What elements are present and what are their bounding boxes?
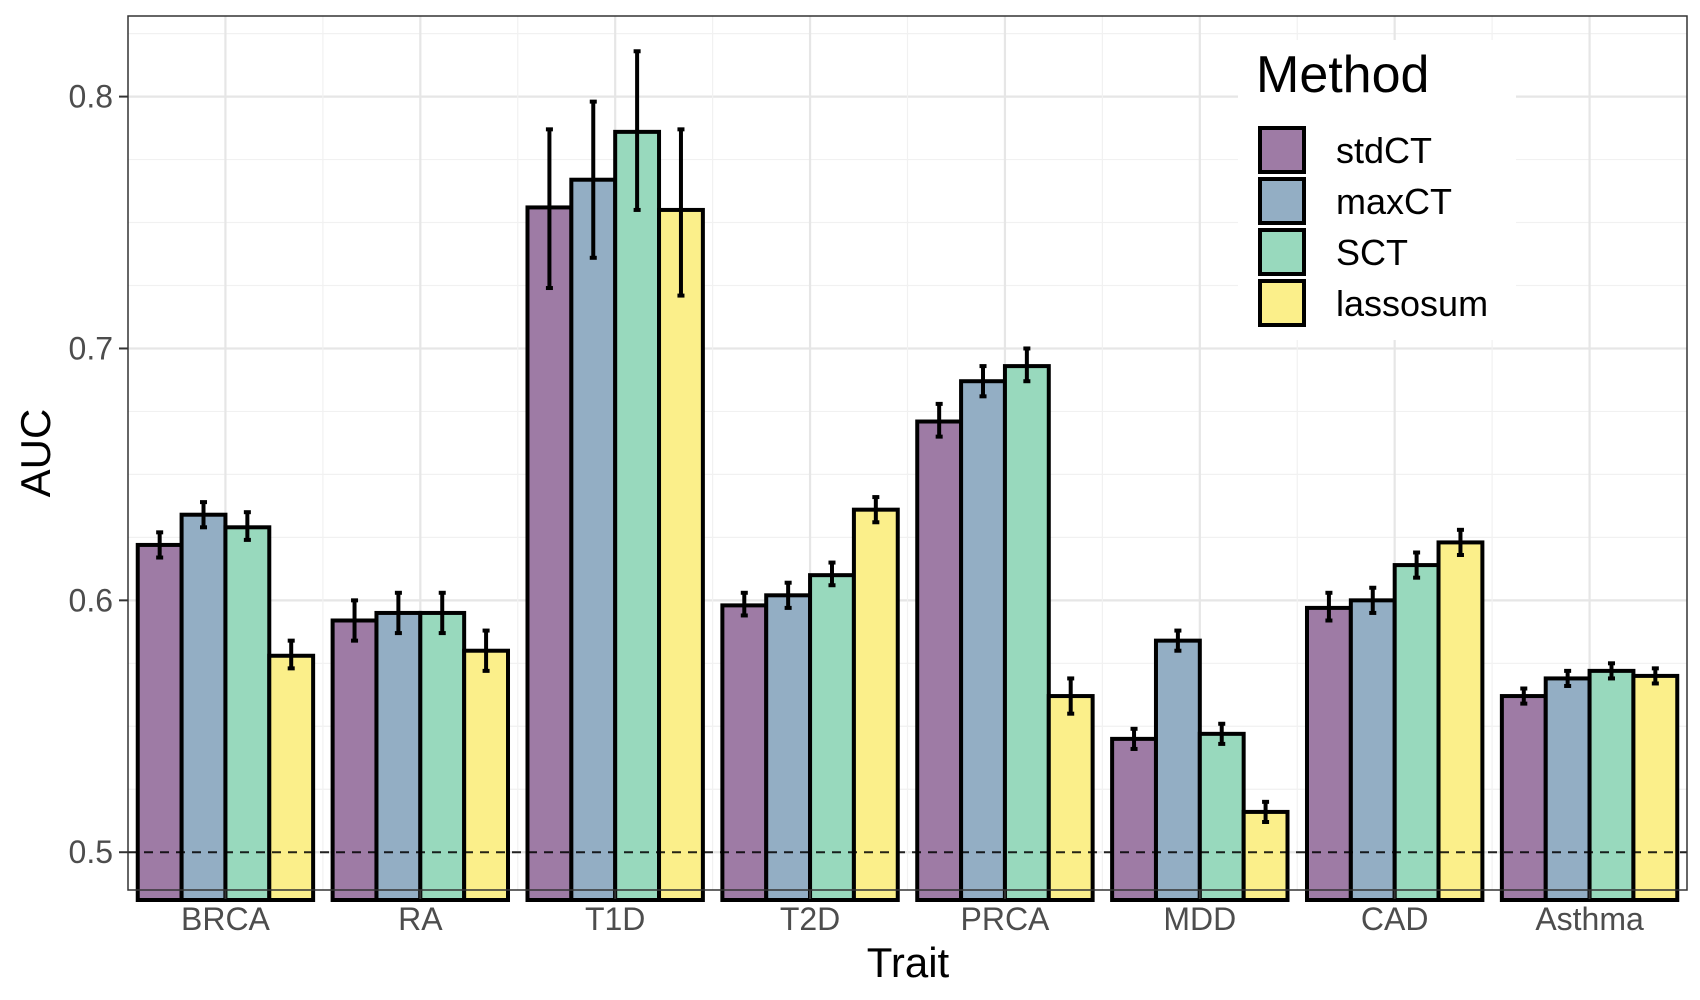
error-bar-stdct-brca <box>156 530 164 560</box>
error-bar-stdct-ra <box>351 598 359 643</box>
x-tick-label-asthma: Asthma <box>1535 901 1644 937</box>
x-tick-label-brca: BRCA <box>181 901 271 937</box>
error-bar-sct-asthma <box>1607 661 1615 681</box>
bar-lassosum-prca <box>1046 694 1095 902</box>
legend-label-maxct: maxCT <box>1336 181 1452 222</box>
bar-stdct-mdd <box>1110 736 1158 903</box>
error-bar-sct-brca <box>243 510 251 542</box>
error-bar-lassosum-t2d <box>872 495 880 525</box>
error-bar-stdct-t1d <box>545 127 553 291</box>
bar-maxct-cad <box>1348 598 1397 902</box>
bar-maxct-prca <box>959 379 1007 902</box>
error-bar-stdct-asthma <box>1520 686 1528 706</box>
legend-key-lassosum <box>1258 279 1306 327</box>
error-bar-sct-t2d <box>828 560 836 588</box>
x-tick-label-prca: PRCA <box>960 901 1050 937</box>
y-axis-title: AUC <box>12 409 59 498</box>
error-bar-maxct-ra <box>394 590 402 636</box>
x-tick-label-cad: CAD <box>1361 901 1429 937</box>
bar-lassosum-mdd <box>1241 809 1290 902</box>
x-tick-label-t2d: T2D <box>780 901 840 937</box>
bar-sct-t2d <box>808 573 856 902</box>
bar-lassosum-t1d <box>657 207 705 902</box>
error-bar-lassosum-asthma <box>1651 666 1659 686</box>
bar-sct-asthma <box>1587 668 1636 902</box>
bar-lassosum-asthma <box>1631 673 1680 902</box>
bar-lassosum-t2d <box>851 507 900 902</box>
bar-sct-mdd <box>1197 731 1246 902</box>
x-tick-label-ra: RA <box>398 901 443 937</box>
y-tick-label: 0.6 <box>69 582 113 618</box>
error-bar-stdct-mdd <box>1130 726 1138 751</box>
bar-sct-ra <box>418 610 467 902</box>
legend-key-maxct <box>1258 177 1306 225</box>
x-tick-label-mdd: MDD <box>1163 901 1236 937</box>
bar-maxct-mdd <box>1153 638 1202 902</box>
bar-lassosum-ra <box>462 648 511 902</box>
bar-maxct-asthma <box>1543 676 1592 902</box>
bar-sct-prca <box>1002 364 1051 902</box>
legend-label-sct: SCT <box>1336 232 1408 273</box>
error-bar-sct-prca <box>1023 346 1031 384</box>
error-bar-stdct-cad <box>1325 590 1333 623</box>
bar-maxct-brca <box>179 512 228 902</box>
y-tick-label: 0.8 <box>69 79 113 115</box>
error-bar-sct-t1d <box>633 49 641 212</box>
error-bars <box>156 49 1659 824</box>
bar-maxct-t1d <box>569 177 618 902</box>
error-bar-maxct-brca <box>200 500 208 530</box>
bar-maxct-ra <box>374 610 423 902</box>
error-bar-sct-mdd <box>1218 721 1226 746</box>
error-bar-maxct-asthma <box>1564 668 1572 688</box>
legend-key-stdct <box>1258 126 1306 174</box>
bar-stdct-asthma <box>1499 694 1548 902</box>
error-bar-maxct-cad <box>1369 585 1377 615</box>
x-tick-label-t1d: T1D <box>585 901 645 937</box>
error-bar-maxct-t1d <box>589 99 597 260</box>
legend: Method stdCT maxCT SCT lassosum <box>1238 40 1516 340</box>
legend-label-lassosum: lassosum <box>1336 283 1488 324</box>
error-bar-maxct-t2d <box>784 580 792 610</box>
bar-lassosum-brca <box>267 653 316 903</box>
error-bar-maxct-prca <box>979 364 987 399</box>
bar-stdct-t2d <box>720 603 769 903</box>
bar-stdct-ra <box>330 618 379 902</box>
bar-maxct-t2d <box>764 593 813 902</box>
error-bar-stdct-t2d <box>740 590 748 618</box>
panel-border <box>127 15 1688 891</box>
error-bar-sct-cad <box>1413 550 1421 580</box>
bar-sct-brca <box>223 525 272 903</box>
x-axis-title: Trait <box>867 939 950 986</box>
error-bar-stdct-prca <box>935 401 943 439</box>
error-bar-lassosum-cad <box>1456 527 1464 558</box>
error-bar-lassosum-prca <box>1067 676 1075 716</box>
y-tick-label: 0.7 <box>69 330 113 366</box>
error-bar-lassosum-t1d <box>677 127 685 298</box>
legend-label-stdct: stdCT <box>1336 130 1432 171</box>
bar-stdct-cad <box>1304 605 1353 903</box>
error-bar-lassosum-mdd <box>1262 799 1270 824</box>
legend-title: Method <box>1256 46 1429 104</box>
error-bar-sct-ra <box>438 590 446 636</box>
error-bar-maxct-mdd <box>1174 628 1182 653</box>
error-bar-lassosum-ra <box>482 628 490 673</box>
bar-sct-cad <box>1392 563 1441 902</box>
bar-sct-t1d <box>613 129 662 902</box>
y-tick-label: 0.5 <box>69 834 113 870</box>
bar-stdct-brca <box>135 542 184 902</box>
x-axis: BRCA RA T1D T2D PRCA MDD CAD Asthma <box>181 890 1644 937</box>
bar-stdct-prca <box>915 419 964 902</box>
legend-key-sct <box>1258 228 1306 276</box>
error-bar-lassosum-brca <box>287 638 295 671</box>
y-axis: 0.5 0.6 0.7 0.8 <box>69 79 128 870</box>
bar-lassosum-cad <box>1436 540 1485 902</box>
bar-stdct-t1d <box>525 205 574 902</box>
